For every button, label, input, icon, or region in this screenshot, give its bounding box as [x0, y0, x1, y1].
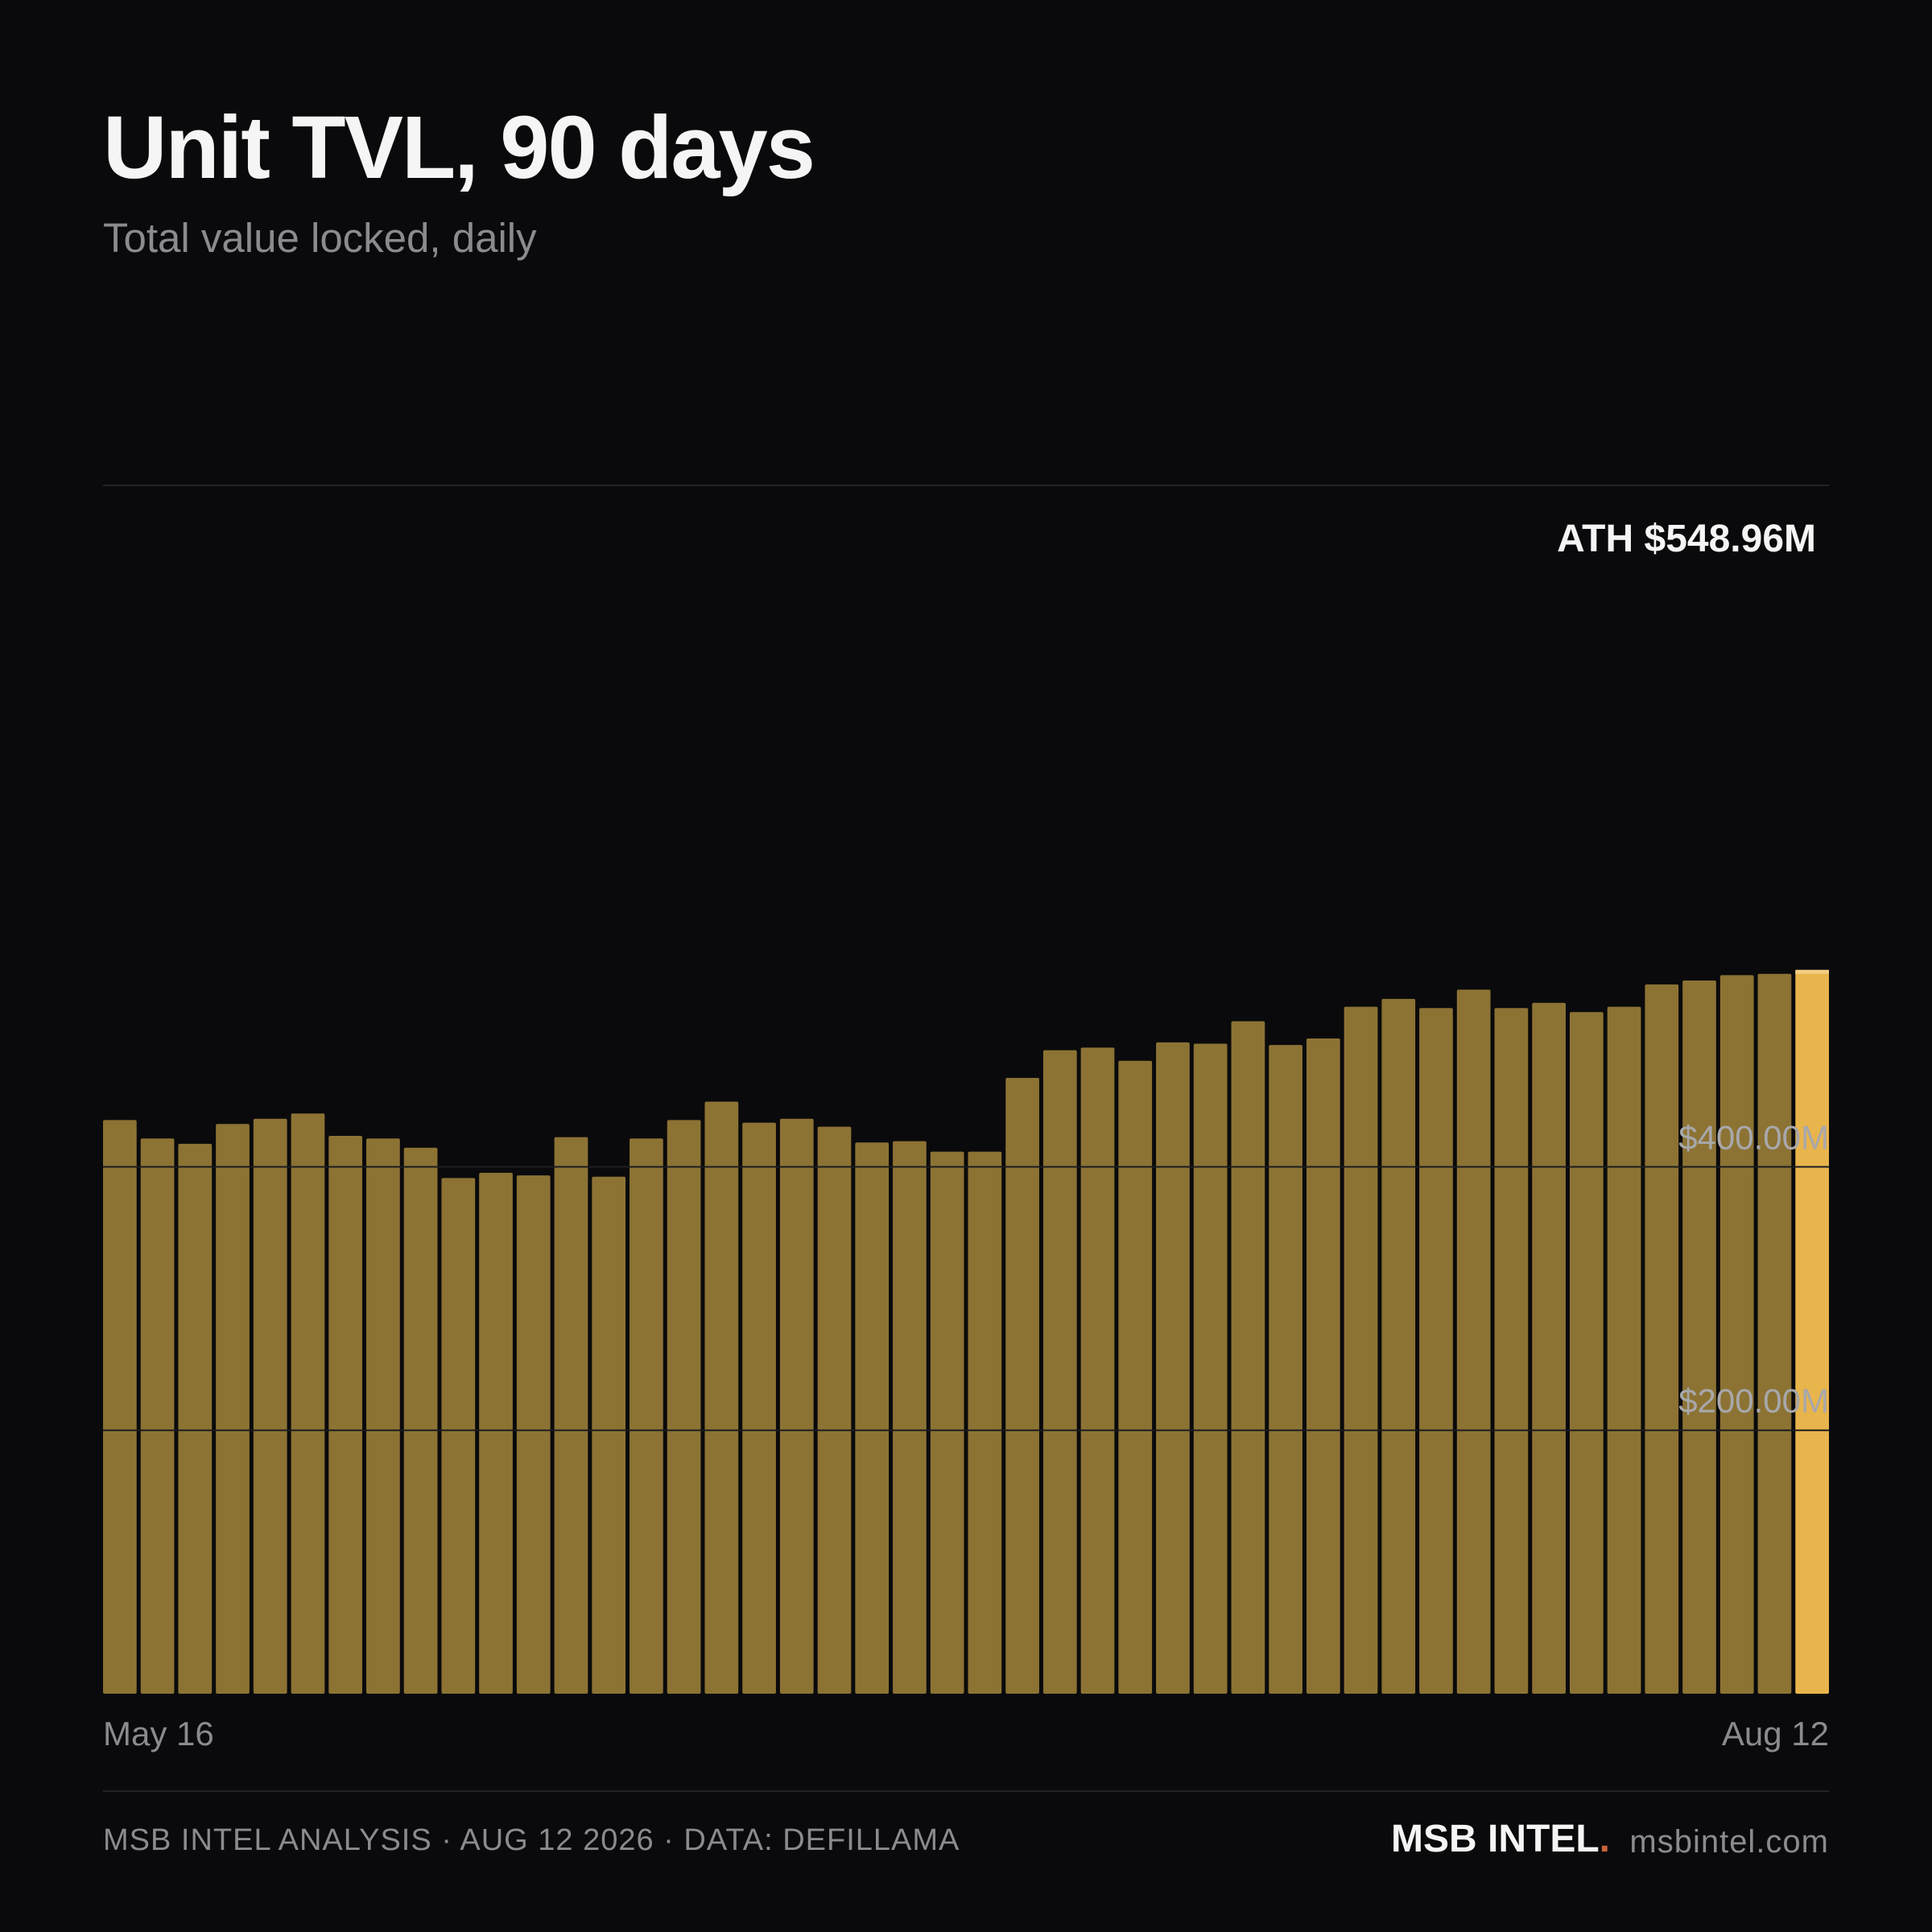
- bar: [667, 1120, 701, 1694]
- brand-dot: .: [1599, 1818, 1610, 1860]
- bar: [1042, 1050, 1077, 1694]
- bar: [1306, 1038, 1340, 1694]
- brand-logo: MSB INTEL.: [1391, 1816, 1610, 1863]
- bar: [779, 1118, 814, 1694]
- ath-annotation: ATH $548.96M: [1557, 518, 1816, 560]
- bar: [1344, 1006, 1378, 1694]
- y-tick-label: $400.00M: [1678, 1118, 1829, 1156]
- footer-divider: [103, 1790, 1829, 1792]
- bar: [516, 1175, 551, 1694]
- bar: [930, 1151, 964, 1694]
- bar: [1607, 1006, 1641, 1694]
- bar: [1532, 1002, 1566, 1694]
- bar-chart: $200.00M $400.00M ATH $548.96M May 16 Aug 12: [103, 518, 1829, 1752]
- footer-domain[interactable]: msbintel.com: [1629, 1824, 1829, 1860]
- brand-name: MSB INTEL: [1391, 1818, 1600, 1860]
- bar: [704, 1101, 739, 1694]
- bar: [817, 1126, 852, 1694]
- top-divider: [103, 485, 1829, 486]
- bar: [366, 1138, 400, 1694]
- bar: [1005, 1078, 1039, 1694]
- bar: [1645, 984, 1679, 1694]
- bar: [403, 1147, 438, 1694]
- bar: [1456, 989, 1491, 1694]
- bar: [1569, 1012, 1604, 1694]
- bar: [328, 1136, 363, 1694]
- bar: [893, 1141, 927, 1694]
- bar: [1719, 975, 1754, 1694]
- bar-highlight-cap: [1795, 969, 1829, 974]
- x-tick-label: Aug 12: [1722, 1715, 1829, 1752]
- bar: [592, 1176, 626, 1694]
- bar: [1231, 1021, 1265, 1694]
- bar: [630, 1138, 663, 1694]
- bar-highlight: [1795, 970, 1829, 1694]
- bar: [554, 1137, 588, 1694]
- bar: [140, 1138, 175, 1694]
- bar: [253, 1118, 287, 1694]
- bar: [479, 1172, 513, 1694]
- bar: [216, 1124, 250, 1694]
- bar: [1381, 998, 1416, 1694]
- chart-title: Unit TVL, 90 days: [103, 98, 815, 197]
- bar: [1156, 1042, 1190, 1694]
- bar: [1269, 1045, 1302, 1694]
- bar: [1494, 1008, 1529, 1694]
- bar: [1193, 1043, 1228, 1694]
- bar: [1682, 980, 1716, 1694]
- chart-subtitle: Total value locked, daily: [103, 215, 537, 261]
- bar: [103, 1120, 137, 1694]
- bar: [1419, 1008, 1453, 1694]
- bar: [1118, 1060, 1153, 1694]
- bar: [1080, 1047, 1115, 1694]
- y-tick-label: $200.00M: [1678, 1382, 1829, 1420]
- bar: [968, 1151, 1002, 1694]
- x-tick-label: May 16: [103, 1715, 214, 1752]
- bar: [855, 1142, 890, 1694]
- footer-source: MSB INTEL ANALYSIS · AUG 12 2026 · DATA:…: [103, 1823, 960, 1857]
- bar: [291, 1113, 325, 1694]
- bar: [742, 1122, 776, 1694]
- bar: [1757, 973, 1792, 1694]
- bar: [178, 1143, 213, 1694]
- bar: [441, 1178, 476, 1694]
